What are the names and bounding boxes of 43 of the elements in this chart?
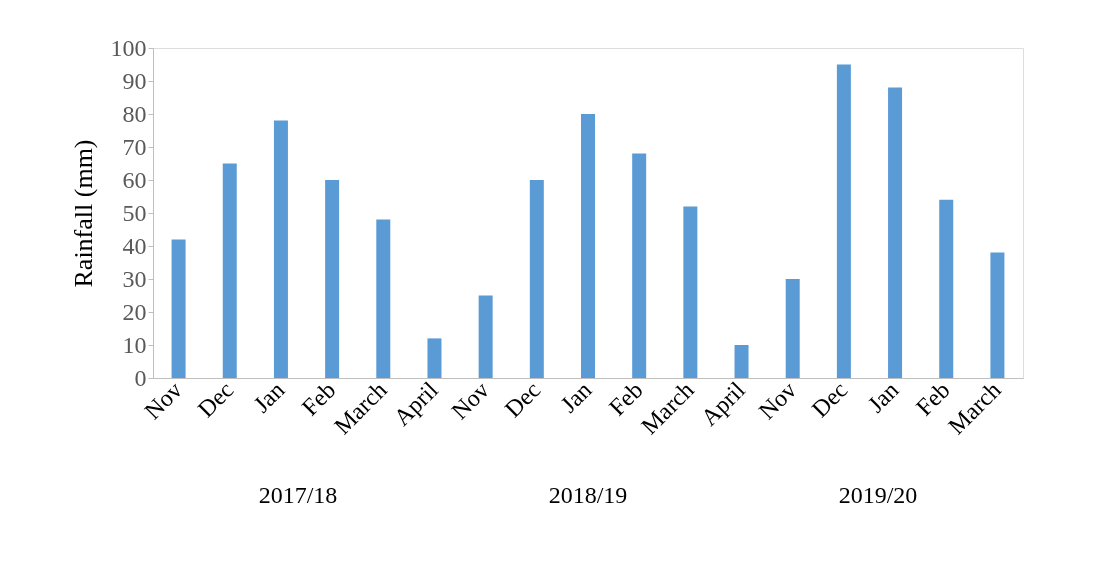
x-tick-label: Dec — [499, 376, 546, 423]
bar — [785, 279, 800, 378]
bar — [427, 338, 442, 378]
y-tick-label: 40 — [122, 232, 147, 259]
bar — [222, 163, 237, 378]
text: 2018/19 — [548, 482, 628, 508]
bar — [836, 64, 851, 378]
text: 2017/18 — [258, 482, 338, 508]
y-tick-label: 50 — [122, 199, 147, 226]
x-tick-label: Feb — [910, 376, 955, 421]
bar — [888, 87, 903, 378]
bar — [581, 114, 595, 378]
bar — [939, 199, 954, 378]
y-tick-label: 60 — [122, 166, 147, 193]
bar — [273, 120, 288, 378]
x-tick-label: Nov — [753, 376, 802, 425]
x-tick-label: Nov — [446, 376, 495, 425]
x-tick-label: Dec — [806, 376, 853, 423]
x-tick-label: Jan — [862, 376, 904, 418]
y-tick-label: 70 — [122, 133, 147, 160]
bar — [478, 295, 493, 378]
y-axis-title: Rainfall (mm) — [68, 139, 98, 288]
x-tick-label: Feb — [296, 376, 341, 421]
bar — [683, 206, 698, 378]
bar — [734, 345, 749, 378]
x-tick-label: Feb — [603, 376, 648, 421]
bar — [529, 180, 544, 378]
bar — [376, 219, 391, 378]
y-tick-label: 80 — [122, 100, 147, 127]
text: 2019/20 — [838, 482, 918, 508]
x-tick-label: Dec — [192, 376, 239, 423]
x-tick-label: Jan — [248, 376, 290, 418]
bar — [325, 180, 340, 378]
y-tick-label: 20 — [122, 298, 147, 325]
y-tick-label: 90 — [122, 67, 147, 94]
y-tick-label: 10 — [122, 331, 147, 358]
y-tick-label: 30 — [122, 265, 147, 292]
bar — [990, 252, 1005, 378]
x-tick-label: Jan — [555, 376, 597, 418]
y-tick-label: 0 — [134, 364, 147, 391]
bar — [632, 153, 647, 378]
y-tick-label: 100 — [110, 34, 147, 61]
bar — [171, 239, 186, 378]
